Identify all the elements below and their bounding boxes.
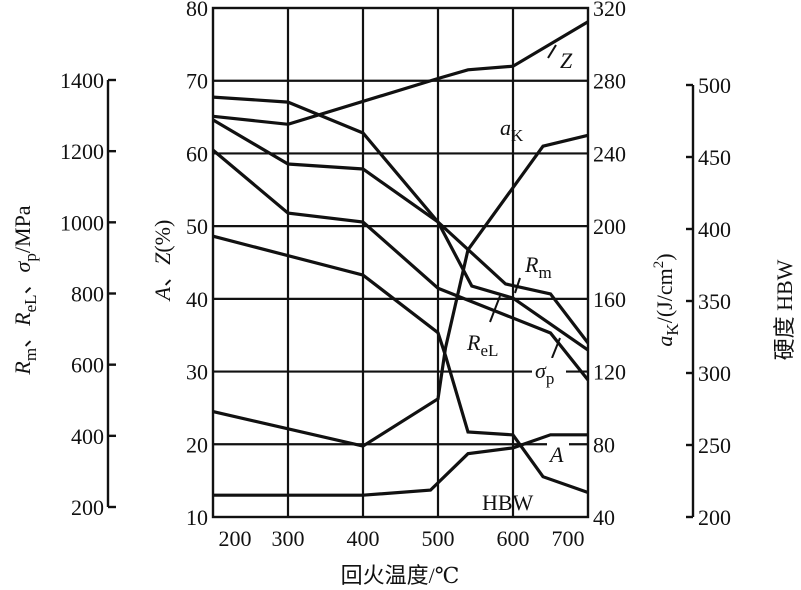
az-tick-label: 10 <box>186 505 208 530</box>
series-line-Rm <box>212 95 590 344</box>
annotation-leader <box>489 295 501 323</box>
hbw-tick-label: 200 <box>698 505 731 530</box>
annotation-HBW: HBW <box>482 490 534 515</box>
az-tick-label: 50 <box>186 214 208 239</box>
series-line-HBW <box>212 234 589 495</box>
az-tick-label: 20 <box>186 432 208 457</box>
strength-tick-label: 800 <box>71 282 104 307</box>
ak-tick-label: 120 <box>593 360 626 385</box>
series-line-A <box>213 433 588 497</box>
strength-axis-title: Rm​、ReL​、σp​/MPa <box>10 205 40 375</box>
x-tick-label: 600 <box>497 526 530 551</box>
hbw-tick-label: 300 <box>698 361 731 386</box>
series-line-ReL <box>212 118 589 352</box>
strength-tick-label: 1200 <box>60 139 104 164</box>
ak-tick-label: 40 <box>593 505 615 530</box>
ak-tick-label: 280 <box>593 69 626 94</box>
annotation-Rm: Rm​ <box>524 252 552 282</box>
annotations: ZaK​ Rm​ ReL​ σp​ A HBW <box>466 44 573 515</box>
x-tick-label: 300 <box>272 526 305 551</box>
series-line-σp <box>211 148 590 381</box>
hbw-tick-label: 450 <box>698 145 731 170</box>
ak-tick-label: 240 <box>593 141 626 166</box>
az-tick-label: 60 <box>186 141 208 166</box>
ak-axis-title: aK​/(J/cm2​) <box>651 253 682 346</box>
series-line-Z <box>212 20 589 126</box>
az-tick-label: 70 <box>186 69 208 94</box>
x-tick-label: 200 <box>219 526 252 551</box>
az-tick-label: 80 <box>186 0 208 21</box>
strength-tick-label: 600 <box>71 353 104 378</box>
hbw-tick-label: 500 <box>698 73 731 98</box>
strength-tick-label: 400 <box>71 424 104 449</box>
x-tick-label: 700 <box>552 526 585 551</box>
annotation-σp: σp​ <box>535 358 554 388</box>
az-tick-label: 30 <box>186 360 208 385</box>
hbw-axis-title: 硬度 HBW <box>772 259 797 360</box>
plot-frame <box>211 6 590 519</box>
series-line-aK <box>212 133 589 448</box>
annotation-Z: Z <box>560 48 573 73</box>
ak-tick-label: 200 <box>593 214 626 239</box>
annotation-leader <box>551 337 561 359</box>
hbw-tick-label: 400 <box>698 217 731 242</box>
annotation-ReL: ReL​ <box>466 330 498 360</box>
annotation-bg <box>547 442 569 472</box>
series-lines <box>211 20 590 497</box>
ak-tick-label: 160 <box>593 287 626 312</box>
strength-tick-label: 200 <box>71 495 104 520</box>
annotation-leader <box>514 277 521 294</box>
ak-tick-label: 320 <box>593 0 626 21</box>
grid: 200 300 400 500 600 700 <box>211 6 590 551</box>
strength-tick-label: 1000 <box>60 210 104 235</box>
annotation-bg <box>532 358 566 388</box>
strength-tick-label: 1400 <box>60 68 104 93</box>
annotation-leader <box>547 44 557 59</box>
az-tick-label: 40 <box>186 287 208 312</box>
hbw-tick-label: 350 <box>698 289 731 314</box>
annotation-aK: aK​ <box>500 115 524 145</box>
axes: 200 400 600 800 1000 1200 1400 10 20 30 40 50 60 70 80… <box>10 0 797 530</box>
hbw-tick-label: 250 <box>698 433 731 458</box>
x-tick-label: 500 <box>422 526 455 551</box>
az-axis-title: A、Z(%) <box>150 220 175 303</box>
x-axis-label: 回火温度/℃ <box>341 563 460 588</box>
ak-tick-label: 80 <box>593 432 615 457</box>
x-tick-label: 400 <box>347 526 380 551</box>
annotation-A: A <box>548 442 564 467</box>
